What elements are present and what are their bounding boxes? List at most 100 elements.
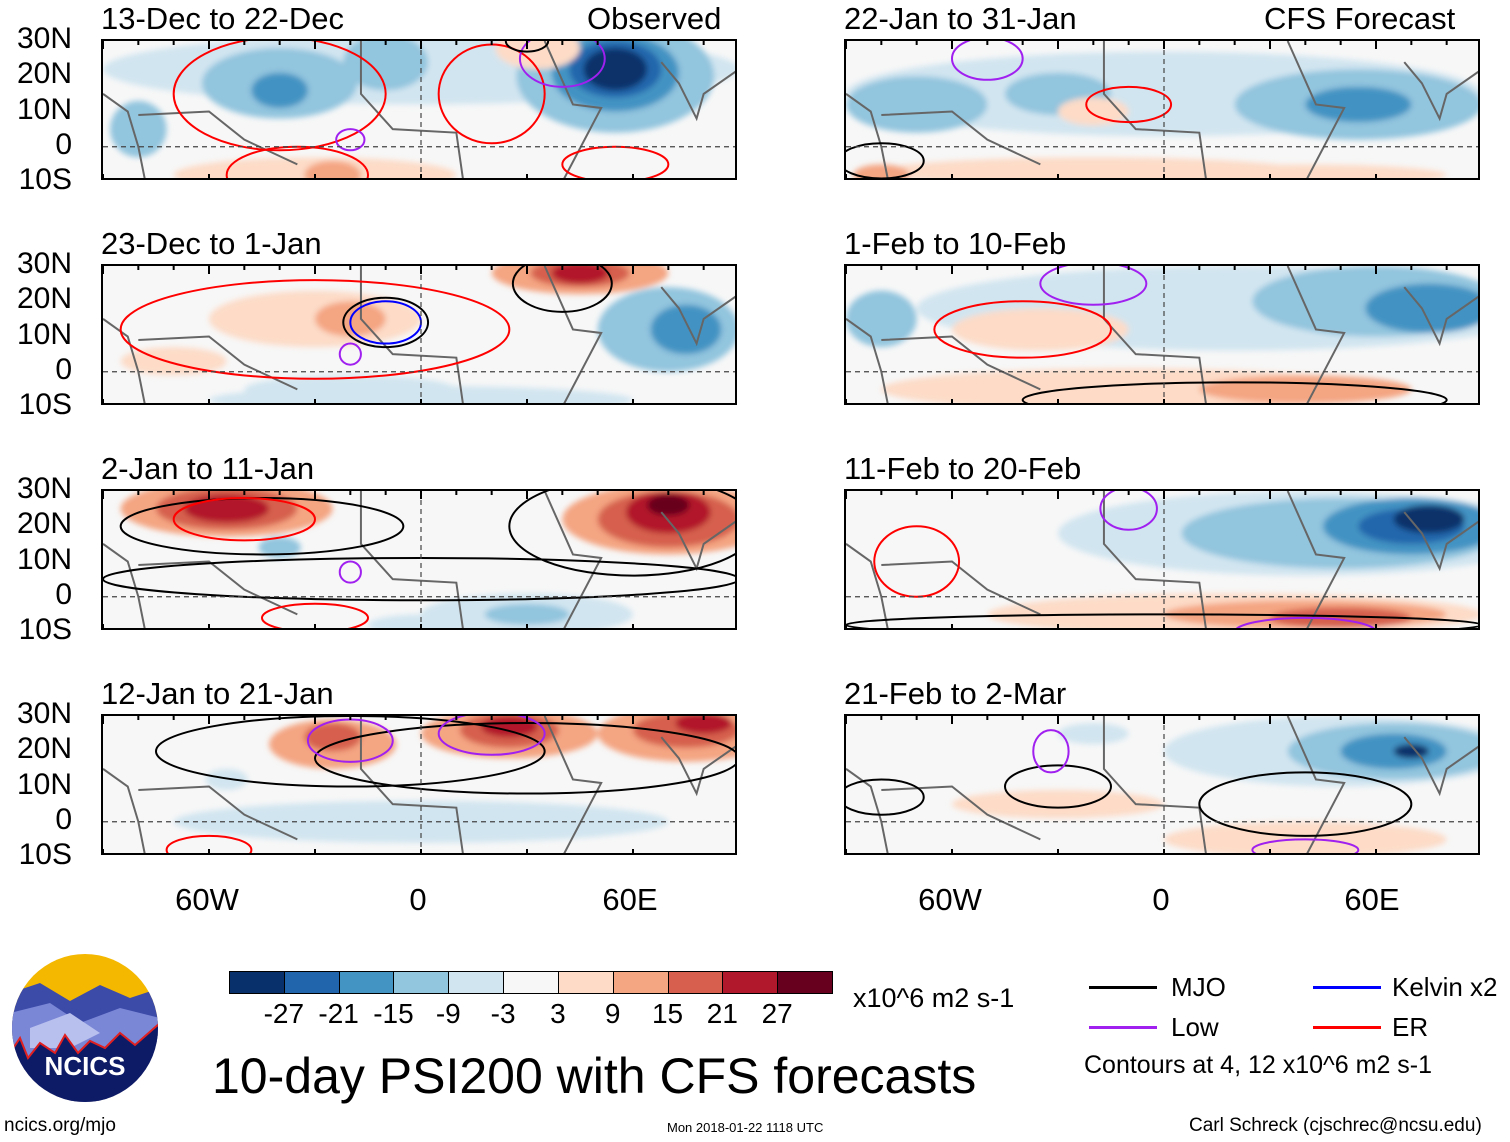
contour-line — [1251, 838, 1360, 853]
colorbar-tick-label: -15 — [373, 998, 414, 1029]
panel-title: 21-Feb to 2-Mar — [844, 676, 1067, 711]
shading-region — [1058, 723, 1129, 745]
lat-label: 0 — [55, 577, 72, 611]
lat-label: 20N — [16, 282, 72, 316]
shading-region — [304, 723, 361, 752]
contour-line — [1021, 381, 1448, 403]
contour-line — [1032, 729, 1070, 774]
contour-line — [1039, 266, 1148, 306]
lon-label-60e-left: 60E — [602, 882, 658, 917]
shading-region — [1393, 505, 1465, 534]
lat-label: 10S — [18, 163, 72, 196]
contour-line — [437, 716, 546, 756]
footer-timestamp: Mon 2018-01-22 1118 UTC — [667, 1120, 824, 1135]
colorbar-tick-label: -21 — [318, 998, 359, 1029]
lon-label-0-left: 0 — [409, 882, 427, 917]
cfs-forecast-label: CFS Forecast — [1264, 1, 1456, 36]
lat-label: 30N — [16, 472, 72, 505]
logo-text: NCICS — [45, 1051, 126, 1081]
lat-label: 20N — [16, 732, 72, 766]
map-panel-observed — [101, 264, 737, 405]
contour-line — [1099, 491, 1158, 531]
map-panel-forecast — [844, 714, 1480, 855]
contour-line — [172, 41, 387, 152]
panel-title: 13-Dec to 22-Dec — [101, 1, 344, 36]
contour-line — [504, 41, 550, 53]
contour-line — [165, 834, 253, 853]
legend-er-label: ER — [1392, 1012, 1429, 1042]
lat-label: 10S — [18, 838, 72, 871]
contour-line — [225, 145, 369, 178]
colorbar-units: x10^6 m2 s-1 — [853, 983, 1015, 1013]
shading-region — [1305, 86, 1412, 123]
colorbar-swatch — [393, 971, 450, 994]
panel-title: 22-Jan to 31-Jan — [844, 1, 1077, 36]
shading-region — [846, 290, 917, 348]
shading-region — [952, 308, 1129, 351]
footer-url[interactable]: ncics.org/mjo — [4, 1115, 116, 1136]
contour-line — [508, 491, 735, 577]
coastline — [846, 266, 1478, 403]
figure-title: 10-day PSI200 with CFS forecasts — [212, 1048, 977, 1104]
ncics-logo: NCICS — [10, 953, 160, 1103]
contour-line — [561, 145, 670, 178]
lat-label: 0 — [55, 352, 72, 386]
contour-line — [511, 266, 613, 313]
shading-region — [846, 76, 988, 133]
contour-line — [951, 41, 1024, 81]
panel-title: 12-Jan to 21-Jan — [101, 676, 334, 711]
shading-region — [1164, 821, 1447, 853]
coastline — [846, 491, 1478, 628]
map-panel-forecast — [844, 264, 1480, 405]
shading-region — [495, 41, 580, 70]
legend-er-line — [1313, 1026, 1381, 1029]
contour-line — [1004, 764, 1112, 809]
legend-mjo-label: MJO — [1171, 972, 1226, 1002]
legend-mjo-line — [1089, 986, 1157, 989]
shading-region — [675, 716, 732, 734]
lat-label: 10N — [16, 92, 72, 126]
lat-label: 20N — [16, 57, 72, 91]
legend-kelvin-label: Kelvin x2 — [1392, 972, 1498, 1002]
lon-label-60w-right: 60W — [918, 882, 982, 917]
panel-title: 2-Jan to 11-Jan — [101, 451, 315, 486]
lat-label: 30N — [16, 247, 72, 280]
shading-region — [583, 48, 648, 91]
colorbar-swatch — [667, 971, 724, 994]
lat-label: 10N — [16, 317, 72, 351]
coastline — [103, 491, 735, 628]
map-panel-observed — [101, 714, 737, 855]
coastline — [103, 716, 735, 853]
contour-line — [933, 300, 1113, 359]
shading-region — [952, 790, 1164, 819]
lon-label-0-right: 0 — [1152, 882, 1170, 917]
shading-region — [551, 266, 609, 284]
shading-region — [1199, 375, 1412, 403]
colorbar-swatch — [557, 971, 614, 994]
lat-label: 10S — [18, 388, 72, 421]
colorbar-swatch — [612, 971, 669, 994]
contour-line — [1085, 85, 1173, 124]
colorbar-swatch — [448, 971, 505, 994]
map-panel-forecast — [844, 39, 1480, 180]
lat-label: 20N — [16, 507, 72, 541]
contour-line — [155, 716, 546, 788]
map-panel-observed — [101, 489, 737, 630]
lat-label: 0 — [55, 127, 72, 161]
lat-label: 30N — [16, 22, 72, 55]
colorbar-tick-label: 3 — [550, 998, 566, 1029]
coastline — [846, 716, 1478, 853]
contour-line — [1198, 771, 1413, 837]
legend-kelvin-line — [1313, 986, 1381, 989]
contours-note: Contours at 4, 12 x10^6 m2 s-1 — [1084, 1051, 1433, 1079]
contour-line — [172, 497, 316, 542]
colorbar-tick-label: 15 — [651, 998, 684, 1029]
observed-label: Observed — [587, 1, 722, 36]
shading-region — [1058, 97, 1129, 126]
lat-label: 10N — [16, 542, 72, 576]
shading-region — [304, 160, 361, 178]
lat-label: 10S — [18, 613, 72, 646]
legend-low-label: Low — [1171, 1012, 1219, 1042]
contour-line — [338, 560, 362, 584]
colorbar-tick-label: -3 — [490, 998, 516, 1029]
